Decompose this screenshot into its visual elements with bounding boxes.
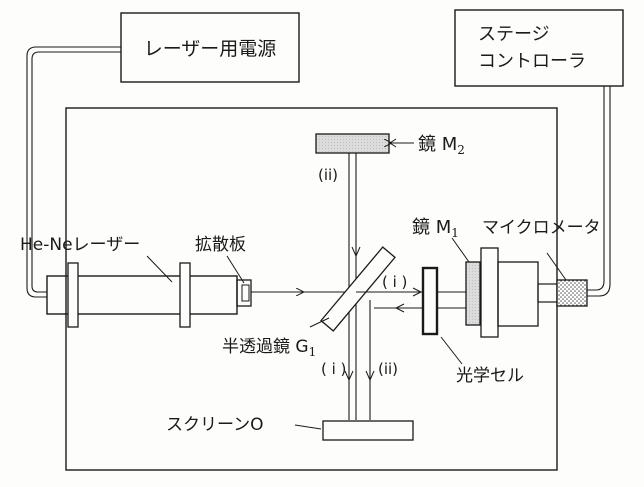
mirror-m1-pointer [451,237,470,263]
optical-cell-pointer [440,336,463,365]
stage-shaft [537,283,559,303]
mirror-m1-label: 鏡 M1 [412,217,459,240]
laser-power-supply-label: レーザー用電源 [144,38,277,60]
stage-controller-label-1: ステージ [478,24,550,45]
half-mirror-pointer [309,317,330,328]
path-i-label-bottom: ( i ) [321,360,346,378]
micrometer-label: マイクロメータ [482,218,601,238]
screen-pointer [294,424,322,430]
beam-to-m1-arrow [412,287,423,297]
laser-mount-right [179,262,191,328]
micrometer-pointer [546,252,567,281]
mirror-m2 [315,133,390,154]
laser-label: He-Neレーザー [20,235,140,255]
micrometer-body [556,279,588,307]
laser-head [236,279,252,307]
half-mirror-g1 [320,246,396,332]
mirror-m1 [465,261,481,326]
stage-mount [480,247,499,338]
stage-body [497,261,539,327]
diffuser-label: 拡散板 [195,235,246,255]
diffuser-plate [241,284,250,302]
beam-from-m1-arrow [394,303,405,313]
controller-cable-inner [587,86,611,297]
beam-i-down-arrow [344,370,354,382]
laser-label-pointer [146,255,173,283]
path-ii-label-bottom: (ii) [378,360,398,378]
controller-cable [587,86,605,291]
mirror-m2-label: 鏡 M2 [418,134,465,157]
screen-o [322,420,414,441]
optical-cell [421,266,439,336]
laser-cable-inner [31,51,121,293]
optical-cell-label: 光学セル [456,366,524,386]
stage-controller-box [454,9,624,87]
beam-m2-down-arrow [351,246,361,258]
half-mirror-label: 半透過鏡 G1 [222,337,316,359]
laser-mount-left [67,262,79,328]
stage-controller-label-2: コントローラ [478,51,586,72]
mirror-m2-pointer-head [389,138,397,148]
screen-label: スクリーンO [166,415,264,435]
path-ii-label-top: (ii) [318,166,338,184]
diffuser-label-pointer [226,255,245,284]
laser-cable [26,46,121,298]
path-i-label-right: ( i ) [382,273,407,291]
